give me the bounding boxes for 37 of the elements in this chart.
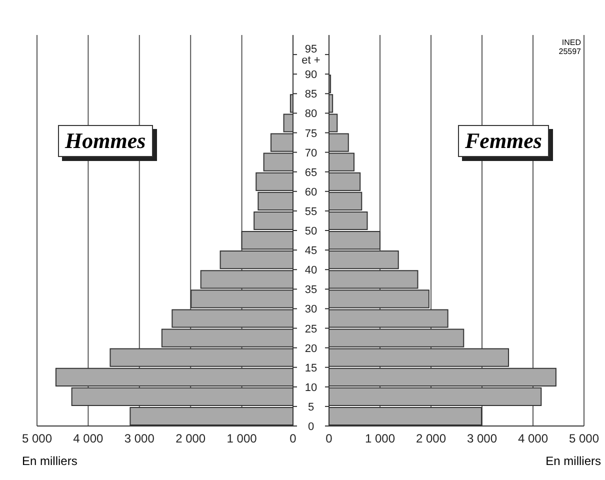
y-tick-label: 30 [304,304,318,316]
y-tick-label: 45 [304,245,318,258]
y-tick-label: 75 [304,128,318,140]
text: Hommes [58,125,153,157]
y-tick-label: 55 [304,206,318,218]
y-tick-label: 90 [304,69,318,82]
x-tick-label: 3 000 [466,432,498,446]
x-tick-label: 4 000 [518,432,548,446]
y-tick-label: 10 [304,382,318,394]
x-axis-title: En milliers [22,454,78,468]
x-tick-label: 2 000 [176,432,206,446]
y-tick-label: 60 [304,186,318,198]
x-tick-label: 5 000 [22,432,52,446]
y-tick-label: 95 et + [302,44,320,67]
x-tick-label: 5 000 [568,432,600,446]
y-tick-label: 40 [304,264,318,277]
y-tick-label: 25 [304,323,318,336]
y-tick-label: 50 [304,226,318,238]
y-tick-label: 65 [304,166,318,179]
y-tick-label: 0 [308,421,314,433]
y-tick-label: 5 [308,401,314,414]
x-tick-label: 0 [290,432,297,446]
y-tick-label: 15 [304,362,318,374]
x-tick-label: 1 000 [226,432,258,446]
x-tick-label: 2 000 [416,432,446,446]
x-tick-label: 3 000 [124,432,155,446]
annotation: INED 25597 [558,38,581,56]
y-tick-label: 70 [304,147,318,160]
y-tick-label: 20 [304,342,318,355]
x-axis-title: En milliers [546,454,601,468]
y-tick-label: 35 [304,284,318,296]
x-tick-label: 1 000 [364,432,396,446]
y-tick-label: 85 [304,88,318,101]
y-tick-label: 80 [304,108,318,120]
x-tick-label: 4 000 [73,432,104,446]
text: Femmes [458,125,549,157]
x-tick-label: 0 [326,432,333,446]
